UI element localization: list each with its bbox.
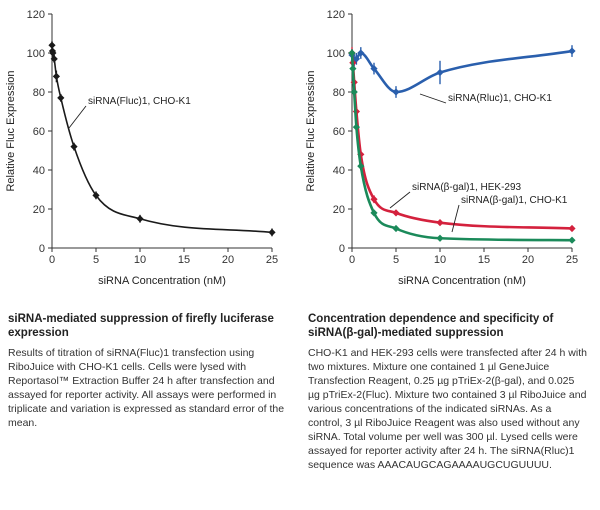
x-tick-label: 15 [478, 254, 490, 266]
y-tick-label: 40 [33, 165, 45, 177]
series-line [350, 52, 573, 242]
data-point [436, 219, 444, 227]
data-point [392, 209, 400, 217]
data-point [349, 65, 357, 73]
data-point [92, 191, 100, 199]
series-line [350, 49, 573, 94]
annotation-label: siRNA(β-gal)1, HEK-293 [412, 182, 522, 193]
annotation-label: siRNA(Rluc)1, CHO-K1 [448, 93, 552, 104]
x-tick-label: 0 [49, 254, 55, 266]
y-tick-label: 60 [33, 126, 45, 138]
data-point [392, 224, 400, 233]
x-tick-label: 5 [393, 254, 399, 266]
y-tick-label: 80 [33, 87, 45, 99]
caption-right: Concentration dependence and specificity… [308, 312, 588, 472]
x-tick-label: 10 [134, 254, 146, 266]
data-point [50, 55, 58, 63]
x-tick-label: 25 [266, 254, 278, 266]
data-point [49, 49, 57, 57]
annotation-leader [389, 191, 411, 209]
y-tick-label: 20 [33, 204, 45, 216]
annotation-label: siRNA(Fluc)1, CHO-K1 [88, 96, 191, 107]
data-point [268, 228, 276, 236]
y-tick-label: 60 [333, 126, 345, 138]
x-tick-label: 25 [566, 254, 578, 266]
y-tick-label: 0 [339, 243, 345, 255]
series-0 [48, 41, 276, 237]
x-tick-label: 0 [349, 254, 355, 266]
x-tick-label: 20 [222, 254, 234, 266]
data-point [568, 224, 576, 233]
plot-area: 0 20 40 60 80 100 120 0 5 10 15 20 25 Relative Fluc E… [5, 9, 278, 287]
y-tick-label: 100 [27, 48, 45, 60]
chart-fluc-titration: 0 20 40 60 80 100 120 0 5 10 15 20 25 Relative Fluc E… [5, 9, 278, 287]
caption-left: siRNA-mediated suppression of firefly lu… [8, 312, 288, 430]
data-point [136, 215, 144, 223]
plot-area: 0 20 40 60 80 100 120 0 5 10 15 20 25 Relative Fluc E… [305, 9, 578, 287]
x-tick-label: 10 [434, 254, 446, 266]
annotation-leader [68, 105, 87, 129]
x-axis-title: siRNA Concentration (nM) [398, 275, 526, 287]
x-tick-label: 5 [93, 254, 99, 266]
data-point [52, 72, 60, 80]
y-axis-title: Relative Fluc Expression [5, 70, 17, 191]
data-point [57, 94, 65, 102]
y-tick-label: 120 [327, 9, 345, 21]
caption-right-title: Concentration dependence and specificity… [308, 313, 554, 339]
y-tick-label: 100 [327, 48, 345, 60]
annotation-leader [419, 93, 447, 104]
data-point [70, 143, 78, 151]
data-point [436, 234, 444, 242]
y-tick-label: 40 [333, 165, 345, 177]
y-tick-label: 120 [27, 9, 45, 21]
caption-left-title: siRNA-mediated suppression of firefly lu… [8, 313, 274, 339]
y-tick-label: 80 [333, 87, 345, 99]
y-axis-title: Relative Fluc Expression [305, 70, 317, 191]
data-point [370, 195, 378, 203]
y-tick-label: 0 [39, 243, 45, 255]
x-tick-label: 15 [178, 254, 190, 266]
data-point [392, 88, 400, 96]
annotation-leader [451, 204, 460, 233]
x-tick-label: 20 [522, 254, 534, 266]
data-point [48, 41, 56, 49]
data-point [568, 236, 576, 244]
y-tick-label: 20 [333, 204, 345, 216]
data-point [370, 209, 378, 217]
annotation-label: siRNA(β-gal)1, CHO-K1 [461, 195, 568, 206]
data-point [436, 68, 444, 77]
x-axis-title: siRNA Concentration (nM) [98, 275, 226, 287]
series-line [51, 45, 273, 234]
data-point [568, 47, 576, 55]
caption-right-body: CHO-K1 and HEK-293 cells were transfecte… [308, 347, 587, 471]
data-point [348, 49, 356, 57]
chart-bgal-specificity: 0 20 40 60 80 100 120 0 5 10 15 20 25 Relative Fluc E… [305, 9, 578, 287]
data-point [370, 65, 378, 73]
caption-left-body: Results of titration of siRNA(Fluc)1 tra… [8, 347, 285, 429]
series-0 [348, 45, 576, 98]
